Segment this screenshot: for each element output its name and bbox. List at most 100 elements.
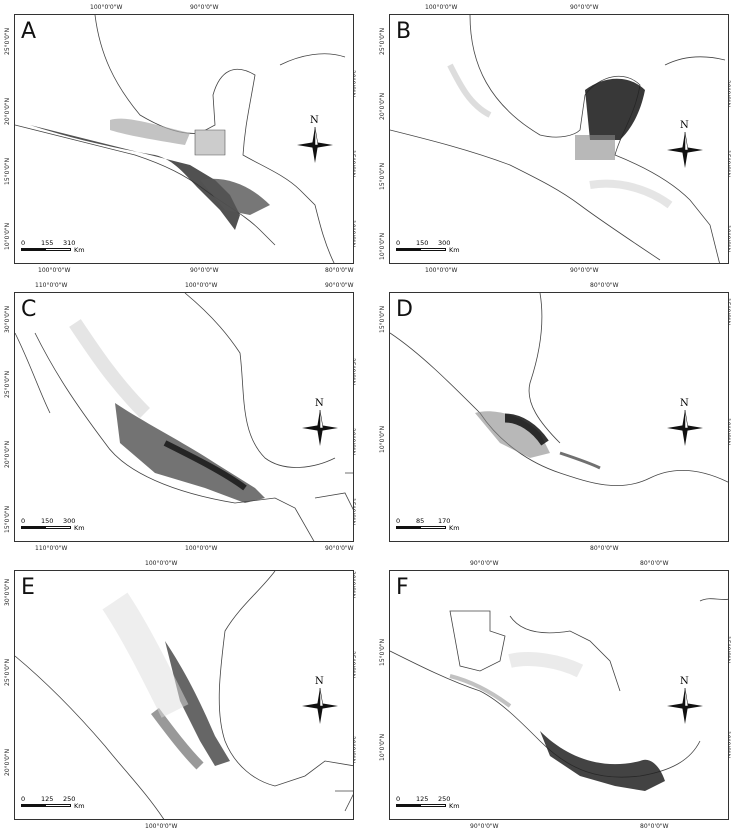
panel-letter: E: [21, 575, 35, 600]
bottom-tick-1: 90°0'0"W: [470, 823, 499, 830]
bottom-tick-2: 100°0'0"W: [185, 545, 218, 552]
map-canvas: [390, 15, 726, 263]
top-tick-1: 110°0'0"W: [35, 282, 68, 289]
scale-unit: Km: [449, 802, 460, 810]
left-tick-1: 30°0'0"N: [4, 305, 11, 333]
scale-label-2: 170: [438, 517, 451, 525]
map-frame: C N 0 150 300 Km: [14, 292, 354, 542]
map-panel-c: 110°0'0"W 100°0'0"W 90°0'0"W 110°0'0"W 1…: [0, 278, 356, 552]
scale-label-0: 0: [21, 795, 26, 803]
north-arrow: N: [665, 120, 705, 170]
map-panel-f: 90°0'0"W 80°0'0"W 90°0'0"W 80°0'0"W 15°0…: [375, 556, 731, 830]
bottom-tick-1: 80°0'0"W: [590, 545, 619, 552]
left-tick-2: 20°0'0"N: [379, 92, 386, 120]
map-frame: D N 0 85 170 Km: [389, 292, 729, 542]
north-arrow: N: [295, 115, 335, 165]
north-label: N: [680, 676, 689, 687]
north-arrow: N: [665, 398, 705, 448]
bottom-tick-3: 90°0'0"W: [325, 545, 354, 552]
scale-bar: 0 125 250 Km: [396, 795, 460, 813]
map-panel-e: 100°0'0"W 100°0'0"W 30°0'0"N 25°0'0"N 20…: [0, 556, 356, 830]
compass-icon: [667, 687, 703, 724]
scale-unit: Km: [449, 524, 460, 532]
scale-label-1: 150: [416, 239, 429, 247]
left-tick-1: 15°0'0"N: [379, 638, 386, 666]
north-label: N: [680, 398, 689, 409]
scale-label-1: 125: [41, 795, 54, 803]
left-tick-1: 15°0'0"N: [379, 305, 386, 333]
bottom-tick-2: 90°0'0"W: [570, 267, 599, 274]
bottom-tick-1: 110°0'0"W: [35, 545, 68, 552]
scale-bar: 0 125 250 Km: [21, 795, 85, 813]
compass-icon: [297, 126, 333, 163]
map-frame: E N 0 125 250 Km: [14, 570, 354, 820]
scale-label-2: 250: [438, 795, 451, 803]
scale-label-1: 125: [416, 795, 429, 803]
scale-unit: Km: [74, 246, 85, 254]
left-tick-3: 20°0'0"N: [4, 440, 11, 468]
scale-label-2: 300: [63, 517, 76, 525]
left-tick-4: 10°0'0"N: [379, 232, 386, 260]
bottom-tick-1: 100°0'0"W: [145, 823, 178, 830]
map-canvas: [390, 293, 728, 486]
bottom-tick-1: 100°0'0"W: [38, 267, 71, 274]
scale-label-0: 0: [396, 795, 401, 803]
scale-label-0: 0: [396, 517, 401, 525]
top-tick-2: 90°0'0"W: [570, 4, 599, 11]
scale-label-2: 310: [63, 239, 76, 247]
scale-bar: 0 85 170 Km: [396, 517, 460, 535]
map-canvas: [15, 15, 346, 263]
scale-label-0: 0: [21, 239, 26, 247]
top-tick-1: 100°0'0"W: [145, 560, 178, 567]
panel-letter: A: [21, 19, 37, 44]
scale-label-2: 300: [438, 239, 451, 247]
left-tick-1: 25°0'0"N: [379, 27, 386, 55]
bottom-tick-2: 90°0'0"W: [190, 267, 219, 274]
scale-label-1: 155: [41, 239, 54, 247]
compass-icon: [667, 409, 703, 446]
compass-icon: [302, 687, 338, 724]
map-panel-d: 80°0'0"W 80°0'0"W 15°0'0"N 10°0'0"N 15°0…: [375, 278, 731, 552]
map-frame: F N 0 125 250 Km: [389, 570, 729, 820]
north-label: N: [315, 398, 324, 409]
scale-label-2: 250: [63, 795, 76, 803]
left-tick-2: 25°0'0"N: [4, 658, 11, 686]
scale-unit: Km: [74, 524, 85, 532]
bottom-tick-1: 100°0'0"W: [425, 267, 458, 274]
scale-unit: Km: [74, 802, 85, 810]
left-tick-2: 25°0'0"N: [4, 370, 11, 398]
panel-letter: C: [21, 297, 37, 322]
compass-icon: [667, 131, 703, 168]
north-label: N: [680, 120, 689, 131]
north-arrow: N: [665, 676, 705, 726]
map-canvas: [390, 598, 728, 791]
scale-label-1: 150: [41, 517, 54, 525]
top-tick-2: 100°0'0"W: [185, 282, 218, 289]
left-tick-3: 15°0'0"N: [379, 162, 386, 190]
top-tick-2: 80°0'0"W: [640, 560, 669, 567]
left-tick-3: 20°0'0"N: [4, 748, 11, 776]
left-tick-3: 15°0'0"N: [4, 157, 11, 185]
left-tick-4: 15°0'0"N: [4, 505, 11, 533]
scale-label-1: 85: [416, 517, 425, 525]
top-tick-1: 100°0'0"W: [425, 4, 458, 11]
north-label: N: [315, 676, 324, 687]
scale-bar: 0 150 300 Km: [21, 517, 85, 535]
scale-unit: Km: [449, 246, 460, 254]
top-tick-1: 100°0'0"W: [90, 4, 123, 11]
map-panel-b: 100°0'0"W 90°0'0"W 100°0'0"W 90°0'0"W 25…: [375, 0, 731, 274]
panel-letter: B: [396, 19, 412, 44]
map-frame: B N 0 150 300 Km: [389, 14, 729, 264]
map-canvas: [15, 293, 353, 541]
top-tick-1: 80°0'0"W: [590, 282, 619, 289]
panel-letter: D: [396, 297, 413, 322]
bottom-tick-2: 80°0'0"W: [640, 823, 669, 830]
bottom-tick-3: 80°0'0"W: [325, 267, 354, 274]
top-tick-2: 90°0'0"W: [190, 4, 219, 11]
map-canvas: [15, 571, 353, 819]
left-tick-1: 30°0'0"N: [4, 578, 11, 606]
left-tick-2: 20°0'0"N: [4, 97, 11, 125]
compass-icon: [302, 409, 338, 446]
left-tick-4: 10°0'0"N: [4, 222, 11, 250]
north-label: N: [310, 115, 319, 126]
